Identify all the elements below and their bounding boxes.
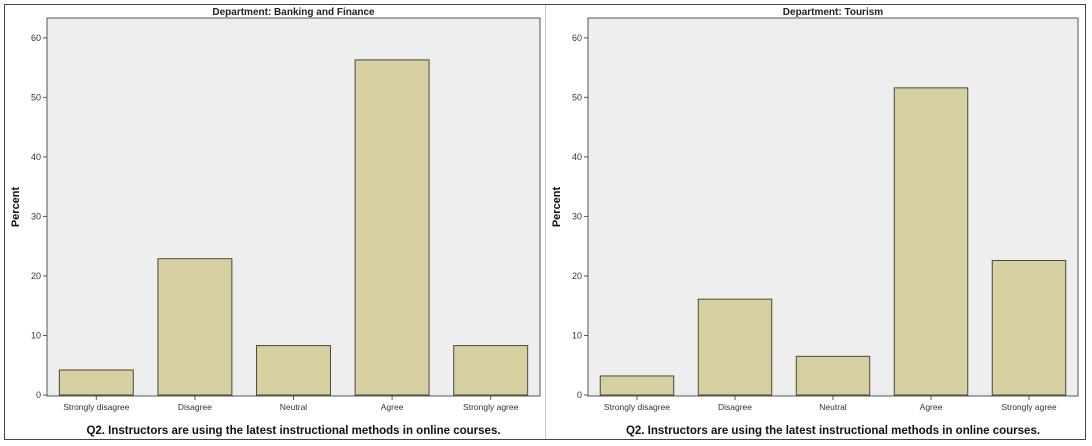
y-tick-label: 0	[36, 390, 41, 400]
x-tick-label: Neutral	[819, 402, 847, 412]
y-tick-label: 30	[31, 211, 41, 221]
x-tick-label: Strongly disagree	[63, 402, 129, 412]
x-tick-label: Strongly agree	[1001, 402, 1057, 412]
bar-strongly-agree	[991, 259, 1067, 396]
chart-panel-tourism: Department: Tourism 0 10 20 30 40 50 60 Percent S…	[546, 5, 1085, 439]
y-tick-label: 50	[31, 92, 41, 102]
y-tick-label: 0	[577, 390, 582, 400]
chart-title: Department: Tourism	[783, 7, 883, 18]
bar-agree	[354, 59, 430, 396]
y-tick-label: 60	[31, 33, 41, 43]
x-tick-label: Disagree	[718, 402, 752, 412]
y-tick-label: 30	[572, 211, 582, 221]
y-axis-label: Percent	[551, 186, 563, 227]
bar-strongly-disagree	[58, 369, 134, 396]
bar-strongly-agree	[453, 345, 529, 396]
y-tick-label: 40	[31, 152, 41, 162]
panel-divider	[545, 5, 546, 439]
y-tick-label: 20	[572, 271, 582, 281]
y-axis-label: Percent	[10, 186, 22, 227]
y-tick-label: 10	[31, 330, 41, 340]
bar-chart-tourism: Department: Tourism 0 10 20 30 40 50 60 Percent S…	[551, 7, 1079, 437]
bar-strongly-disagree	[599, 375, 675, 396]
bar-disagree	[157, 258, 233, 396]
x-tick-label: Agree	[381, 402, 404, 412]
x-tick-label: Neutral	[280, 402, 308, 412]
bar-neutral	[256, 345, 331, 396]
bar-disagree	[697, 298, 773, 396]
chart-figure: Department: Banking and Finance 0 10 20 30 40…	[4, 4, 1086, 440]
y-tick-label: 20	[31, 271, 41, 281]
chart-title: Department: Banking and Finance	[212, 7, 375, 18]
x-tick-label: Agree	[920, 402, 943, 412]
y-tick-label: 50	[572, 92, 582, 102]
plot-area	[46, 17, 541, 397]
y-tick-label: 40	[572, 152, 582, 162]
x-tick-label: Strongly agree	[463, 402, 519, 412]
bar-chart-banking-finance: Department: Banking and Finance 0 10 20 30 40…	[10, 7, 541, 437]
x-axis-label: Q2. Instructors are using the latest ins…	[626, 425, 1040, 437]
x-tick-label: Strongly disagree	[604, 402, 670, 412]
y-tick-label: 60	[572, 33, 582, 43]
bar-agree	[893, 87, 969, 396]
chart-panel-banking-finance: Department: Banking and Finance 0 10 20 30 40…	[5, 5, 545, 439]
y-tick-label: 10	[572, 330, 582, 340]
x-axis-label: Q2. Instructors are using the latest ins…	[86, 425, 500, 437]
bar-neutral	[795, 355, 871, 396]
x-tick-label: Disagree	[178, 402, 212, 412]
